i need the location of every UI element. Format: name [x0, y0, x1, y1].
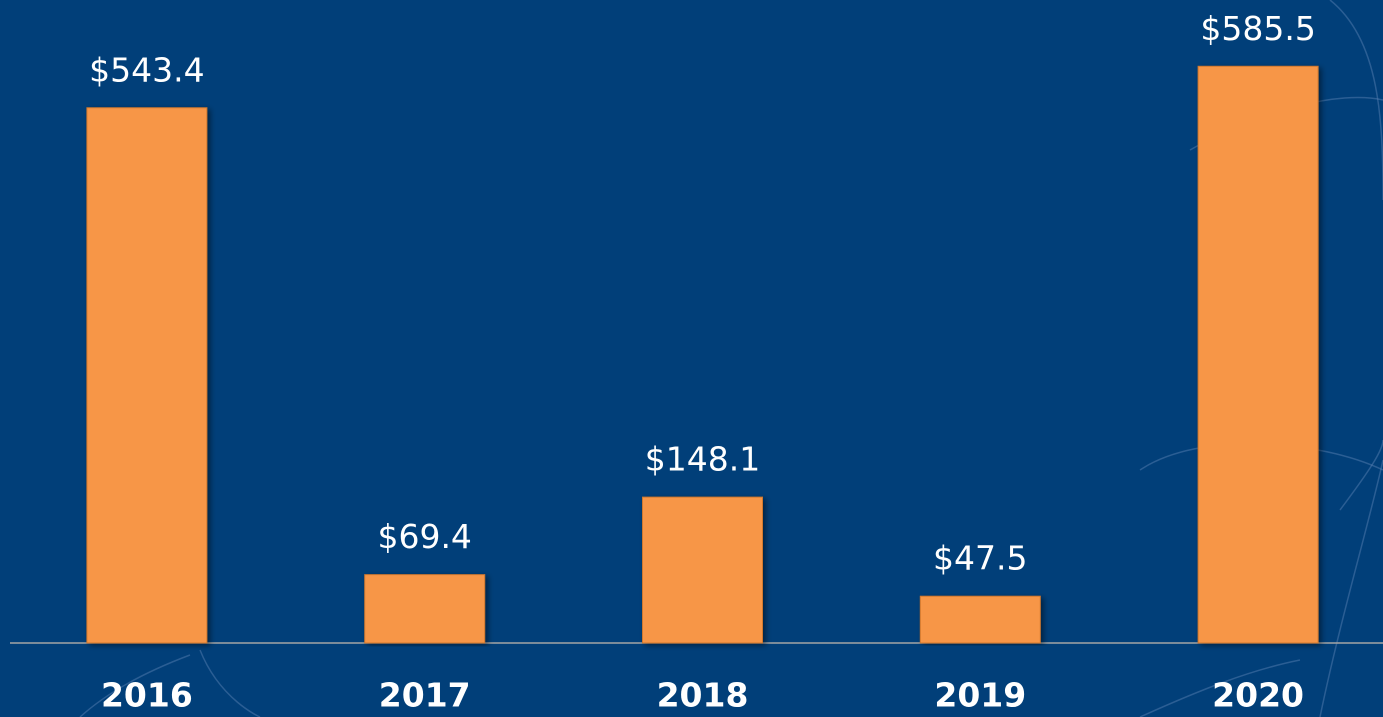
value-label: $585.5: [1200, 9, 1315, 48]
value-label: $47.5: [933, 539, 1027, 578]
bar: [919, 595, 1041, 644]
value-label: $148.1: [645, 440, 760, 479]
x-tick-label: 2016: [101, 676, 193, 715]
value-label: $69.4: [377, 517, 471, 556]
bar: [642, 496, 763, 644]
x-tick-label: 2018: [657, 676, 749, 715]
value-label: $543.4: [89, 50, 204, 89]
x-tick-label: 2019: [934, 676, 1026, 715]
bar: [1197, 65, 1319, 644]
bar: [86, 107, 208, 644]
x-tick-label: 2020: [1212, 676, 1304, 715]
bar: [364, 574, 486, 644]
x-tick-label: 2017: [379, 676, 471, 715]
